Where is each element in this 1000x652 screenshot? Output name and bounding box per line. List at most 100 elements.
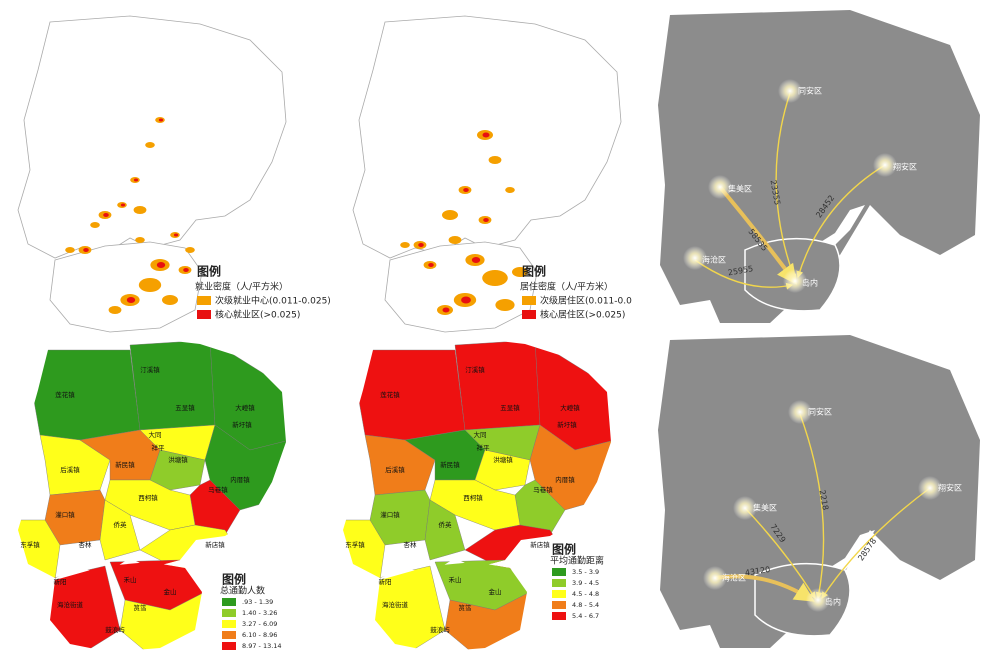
town-label: 大同 [474,430,487,439]
town-label: 汀溪镇 [465,365,485,374]
density-core [120,203,126,207]
flow-label: 25955 [727,264,754,277]
density-patch [512,267,528,277]
town-label: 西柯镇 [463,493,483,502]
density-patch [400,242,410,248]
node-label: 海沧区 [702,255,726,265]
town-label: 祥平 [152,443,166,452]
town-label: 汀溪镇 [140,365,160,374]
legend-item: 4.8 - 5.4 [572,601,599,609]
town-label: 东孚镇 [20,540,40,549]
legend-item: .93 - 1.39 [242,598,273,606]
legend-swatch [197,310,211,319]
node-label: 岛内 [802,278,818,288]
legend: 图例 平均通勤距离 3.5 - 3.9 3.9 - 4.5 4.5 - 4.8 4.8… [550,542,604,620]
density-patch [65,247,75,253]
town-label: 新圩镇 [232,420,252,429]
town-label: 大同 [149,430,162,439]
density-patch [138,278,162,292]
flow-lines [694,92,886,290]
legend-item: 次级居住区(0.011-0.0 [540,295,632,307]
employment-map: 图例 就业密度（人/平方米） 次级就业中心(0.011-0.025) 核心就业区… [17,15,331,333]
legend-swatch [522,310,536,319]
district [129,339,216,431]
density-core [183,268,189,272]
town-label: 海沧街道 [57,600,84,609]
town-label: 内厝镇 [230,475,250,484]
town-label: 杏林 [404,540,418,549]
legend-swatch [552,612,566,620]
density-patch [133,206,147,214]
legend-swatch [222,598,236,606]
legend-swatch [222,631,236,639]
residence-map: 图例 居住密度（人/平方米） 次级居住区(0.011-0.0 核心居住区(>0.… [352,15,632,333]
legend-item: 3.9 - 4.5 [572,579,599,587]
town-label: 金山 [489,587,502,596]
density-core [482,132,490,138]
town-label: 新民镇 [440,460,460,469]
town-label: 鼓浪屿 [105,625,125,634]
town-label: 筼筜 [134,603,148,612]
legend-subtitle: 总通勤人数 [220,585,265,597]
legend: 图例 就业密度（人/平方米） 次级就业中心(0.011-0.025) 核心就业区… [195,264,331,321]
district [349,349,466,441]
legend-title: 图例 [222,572,246,587]
density-patch [145,142,155,148]
town-label: 马巷镇 [208,485,228,494]
town-label: 灌口镇 [380,510,400,519]
town-label: 洪塘镇 [493,455,513,464]
density-patch [482,270,508,286]
town-label: 五显镇 [175,403,195,412]
legend-item: 核心居住区(>0.025) [540,309,625,321]
legend-swatch [222,642,236,650]
town-label: 新民镇 [115,460,135,469]
town-label: 筼筜 [459,603,473,612]
land [658,335,980,648]
legend-item: 核心就业区(>0.025) [215,309,300,321]
legend-item: 6.10 - 8.96 [242,631,277,639]
town-label: 新阳 [379,577,392,586]
legend-swatch [552,579,566,587]
flow-map-bottom: 同安区 翔安区 集美区 海沧区 岛内 2218 7229 43120 28578 [650,330,990,648]
town-label: 五显镇 [500,403,520,412]
legend-swatch [222,620,236,628]
density-core [442,307,450,313]
district [424,499,466,561]
density-core [156,262,166,268]
legend-item: 4.5 - 4.8 [572,590,599,598]
district [474,449,531,491]
legend-swatch [197,296,211,305]
town-label: 马巷镇 [533,485,553,494]
density-core [483,218,489,222]
legend-swatch [222,609,236,617]
town-label: 内厝镇 [555,475,575,484]
legend-swatch [522,296,536,305]
town-label: 金山 [164,587,177,596]
legend-item: 8.97 - 13.14 [242,642,282,650]
flow-label: 23355 [769,179,782,206]
legend-title: 图例 [197,264,221,279]
density-patch [442,210,458,220]
density-core [103,213,109,217]
density-core [428,263,434,267]
density-core [126,297,136,303]
nodes: 同安区 翔安区 集美区 海沧区 岛内 [703,400,962,612]
town-label: 侨英 [439,520,453,529]
town-label: 西柯镇 [138,493,158,502]
density-patch [448,236,462,244]
density-core [133,178,139,182]
legend-item: 3.5 - 3.9 [572,568,599,576]
town-label: 后溪镇 [60,465,80,474]
town-label: 鼓浪屿 [430,625,450,634]
town-label: 莲花镇 [380,390,400,399]
density-patch [108,306,122,314]
density-core [173,233,179,237]
town-label: 禾山 [449,575,462,584]
density-core [158,118,164,122]
legend-subtitle: 居住密度（人/平方米） [520,281,613,293]
node-label: 集美区 [753,503,777,513]
town-label: 莲花镇 [55,390,75,399]
town-label: 侨英 [114,520,128,529]
